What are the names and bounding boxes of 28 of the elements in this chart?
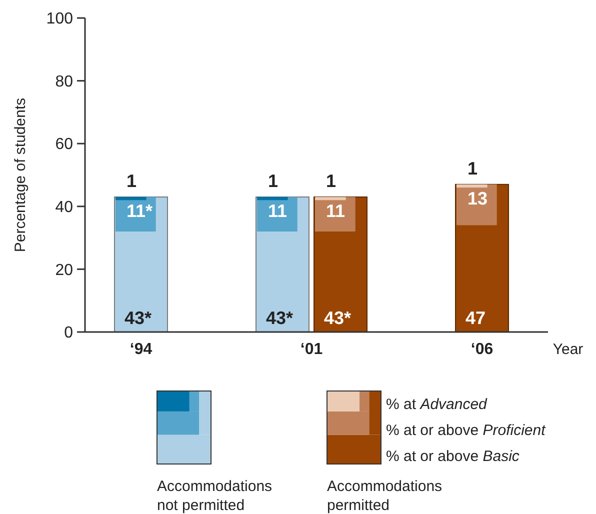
data-label: 11: [326, 200, 346, 221]
data-label: 1: [326, 170, 336, 191]
y-tick-label: 60: [55, 136, 74, 154]
data-label: 43*: [124, 308, 152, 328]
x-tick-label: ‘06: [470, 341, 494, 358]
data-label: 11*: [126, 200, 153, 221]
data-label: 43*: [266, 308, 294, 328]
data-label: 43*: [324, 308, 352, 328]
data-label: 11: [268, 200, 288, 221]
y-tick-label: 0: [64, 324, 74, 342]
legend-label: % at Advanced: [386, 396, 488, 413]
y-tick-label: 80: [55, 73, 74, 90]
data-label: 1: [468, 158, 478, 178]
legend-label: % at or above Basic: [386, 448, 520, 465]
data-label: 47: [466, 308, 486, 328]
text: Accommodations permitted: [327, 478, 442, 514]
y-axis-title: Percentage of students: [12, 98, 29, 252]
legend-label: % at or above Proficient: [386, 422, 546, 439]
data-label: 1: [126, 170, 137, 191]
data-label: 1: [268, 170, 278, 191]
text: Accommodations not permitted: [157, 478, 272, 514]
y-tick-label: 20: [55, 262, 74, 279]
x-tick-label: ‘01: [300, 341, 323, 358]
y-tick-label: 40: [55, 199, 74, 216]
data-label: 13: [468, 188, 488, 208]
x-tick-label: ‘94: [130, 341, 152, 358]
x-axis-title: Year: [552, 341, 584, 358]
y-tick-label: 100: [46, 10, 74, 28]
